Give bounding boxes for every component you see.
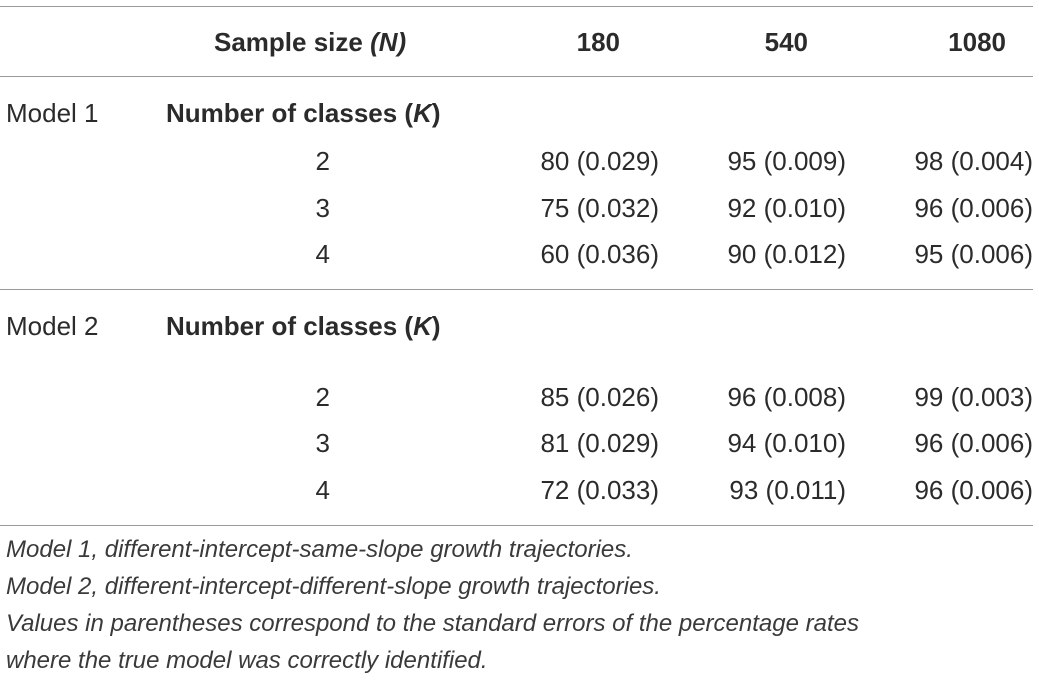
model2-row3-k: 4 <box>315 475 330 505</box>
model1-row3-180: 60 (0.036) <box>540 239 659 269</box>
model2-row2-k: 3 <box>315 428 330 458</box>
footnote-values-line1: Values in parentheses correspond to the … <box>6 610 859 637</box>
model2-row3-180: 72 (0.033) <box>540 475 659 505</box>
model2-row3-1080: 96 (0.006) <box>914 475 1033 505</box>
model1-label: Model 1 <box>6 98 99 128</box>
column-header-540: 540 <box>764 27 808 57</box>
model1-row1-k: 2 <box>315 146 330 176</box>
column-header-180: 180 <box>576 27 620 57</box>
model1-row1-540: 95 (0.009) <box>727 146 846 176</box>
footnote-model2: Model 2, different-intercept-different-s… <box>6 573 661 600</box>
model1-row3-540: 90 (0.012) <box>727 239 846 269</box>
header-rule <box>0 76 1033 77</box>
model2-classes-close: ) <box>431 311 441 341</box>
sample-size-header: Sample size (N) <box>214 27 406 57</box>
footnote-model1: Model 1, different-intercept-same-slope … <box>6 536 633 563</box>
model2-classes-symbol: K <box>413 311 432 341</box>
model1-row3-1080: 95 (0.006) <box>914 239 1033 269</box>
model2-row2-540: 94 (0.010) <box>727 428 846 458</box>
model2-classes-label: Number of classes ( <box>166 311 414 341</box>
model1-classes-close: ) <box>431 98 441 128</box>
model1-row1-180: 80 (0.029) <box>540 146 659 176</box>
footnote-values-line2: where the true model was correctly ident… <box>6 647 488 674</box>
model2-row1-180: 85 (0.026) <box>540 382 659 412</box>
sample-size-label: Sample size <box>214 27 371 57</box>
table-top-rule <box>0 6 1033 7</box>
model2-row1-k: 2 <box>315 382 330 412</box>
model2-row3-540: 93 (0.011) <box>729 475 846 505</box>
model2-row1-540: 96 (0.008) <box>727 382 846 412</box>
model2-row2-180: 81 (0.029) <box>540 428 659 458</box>
model1-row3-k: 4 <box>315 239 330 269</box>
model-separator-rule <box>0 289 1033 290</box>
model1-row2-1080: 96 (0.006) <box>914 193 1033 223</box>
model2-row2-1080: 96 (0.006) <box>914 428 1033 458</box>
model1-classes-symbol: K <box>413 98 432 128</box>
model1-row1-1080: 98 (0.004) <box>914 146 1033 176</box>
table-bottom-rule <box>0 525 1033 526</box>
model1-row2-k: 3 <box>315 193 330 223</box>
model2-label: Model 2 <box>6 311 99 341</box>
sample-size-symbol: (N) <box>370 27 407 57</box>
column-header-1080: 1080 <box>948 27 1006 57</box>
model1-classes-heading: Number of classes (K) <box>166 98 441 128</box>
model1-row2-540: 92 (0.010) <box>727 193 846 223</box>
model1-classes-label: Number of classes ( <box>166 98 414 128</box>
model2-classes-heading: Number of classes (K) <box>166 311 441 341</box>
model1-row2-180: 75 (0.032) <box>540 193 659 223</box>
model2-row1-1080: 99 (0.003) <box>914 382 1033 412</box>
